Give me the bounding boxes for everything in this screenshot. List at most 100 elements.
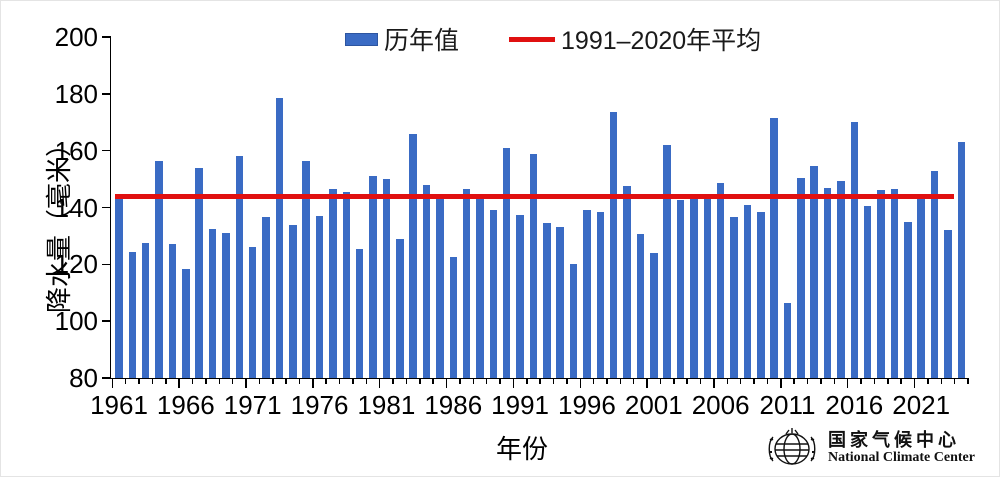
bar-2014 bbox=[823, 187, 832, 378]
y-tick-label: 100 bbox=[54, 306, 98, 337]
bar-2021 bbox=[917, 194, 925, 378]
bar-1984 bbox=[422, 184, 431, 378]
y-tick-label: 200 bbox=[54, 22, 98, 52]
legend-label-annual: 历年值 bbox=[384, 27, 460, 55]
x-minor-tick bbox=[272, 379, 274, 384]
x-tick-label: 1961 bbox=[90, 390, 148, 420]
x-tick-label: 2006 bbox=[691, 390, 750, 420]
x-minor-tick bbox=[499, 379, 501, 384]
x-minor-tick bbox=[419, 379, 421, 384]
bar-1990 bbox=[502, 147, 511, 378]
globe-icon bbox=[768, 428, 816, 465]
x-minor-tick bbox=[793, 379, 795, 384]
x-tick-label: 2021 bbox=[892, 390, 951, 420]
x-tick-label: 1991 bbox=[491, 390, 550, 420]
y-axis-title: 降水量（毫米） bbox=[44, 130, 74, 313]
bar-1963 bbox=[141, 243, 150, 378]
x-major-tick bbox=[846, 379, 849, 388]
x-minor-tick bbox=[459, 379, 461, 384]
y-tick-label: 160 bbox=[54, 135, 98, 166]
x-minor-tick bbox=[606, 379, 608, 384]
x-axis-title: 年份 bbox=[496, 434, 549, 464]
bar-1968 bbox=[208, 228, 217, 378]
logo-text: 国家气候中心 National Climate Center bbox=[828, 430, 975, 466]
x-minor-tick bbox=[726, 379, 729, 384]
bar-2012 bbox=[797, 177, 805, 378]
bar-1975 bbox=[302, 160, 310, 378]
x-minor-tick bbox=[218, 379, 221, 384]
x-minor-tick bbox=[592, 379, 595, 384]
x-tick-label: 2011 bbox=[759, 390, 816, 420]
bar-1994 bbox=[556, 227, 564, 378]
bar-2000 bbox=[636, 234, 645, 378]
x-minor-tick bbox=[833, 379, 836, 384]
x-minor-tick bbox=[165, 379, 167, 384]
x-minor-tick bbox=[231, 379, 234, 384]
bar-2018 bbox=[877, 190, 885, 378]
x-minor-tick bbox=[860, 379, 862, 384]
legend: 历年值 1991–2020年平均 bbox=[345, 25, 761, 55]
bar-1966 bbox=[182, 268, 190, 378]
bar-1978 bbox=[342, 191, 351, 378]
x-minor-tick bbox=[365, 379, 368, 384]
bar-1962 bbox=[128, 251, 137, 378]
x-minor-tick bbox=[258, 379, 261, 384]
y-tick-label: 80 bbox=[69, 363, 98, 393]
x-major-tick bbox=[245, 379, 247, 388]
x-axis-line bbox=[109, 377, 969, 379]
x-tick-label: 2016 bbox=[825, 390, 884, 420]
x-minor-tick bbox=[940, 379, 942, 384]
x-minor-tick bbox=[739, 379, 742, 384]
bar-2017 bbox=[863, 206, 872, 378]
bar-1967 bbox=[195, 167, 203, 378]
bar-2008 bbox=[743, 204, 752, 378]
x-tick-label: 1976 bbox=[290, 390, 349, 420]
x-minor-tick bbox=[325, 379, 327, 384]
x-minor-tick bbox=[887, 379, 889, 384]
bar-1983 bbox=[409, 133, 417, 378]
x-minor-tick bbox=[673, 379, 675, 384]
legend-label-average: 1991–2020年平均 bbox=[561, 27, 762, 55]
x-minor-tick bbox=[552, 379, 555, 384]
x-minor-tick bbox=[338, 379, 341, 384]
bar-2006 bbox=[716, 183, 725, 378]
bar-1964 bbox=[155, 160, 163, 378]
bar-1992 bbox=[529, 153, 538, 378]
bar-2023 bbox=[944, 230, 952, 378]
bar-1986 bbox=[449, 257, 457, 378]
bar-2010 bbox=[770, 117, 778, 378]
logo-name-cn: 国家气候中心 bbox=[828, 430, 960, 450]
x-minor-tick bbox=[298, 379, 301, 384]
bar-1985 bbox=[436, 198, 444, 378]
bar-1982 bbox=[396, 238, 404, 378]
x-major-tick bbox=[312, 379, 314, 388]
bar-1991 bbox=[516, 214, 524, 378]
bar-1973 bbox=[275, 98, 284, 378]
x-minor-tick bbox=[927, 379, 929, 384]
bar-1997 bbox=[596, 211, 605, 378]
x-minor-tick bbox=[686, 379, 688, 384]
x-minor-tick bbox=[472, 379, 475, 384]
y-tick-label: 180 bbox=[54, 78, 98, 109]
x-tick-label: 1981 bbox=[357, 390, 416, 420]
y-tick bbox=[102, 206, 111, 209]
bar-1995 bbox=[569, 264, 578, 378]
bar-1969 bbox=[222, 233, 230, 378]
x-major-tick bbox=[713, 379, 715, 388]
y-tick-label: 140 bbox=[54, 192, 98, 223]
x-minor-tick bbox=[191, 379, 194, 384]
x-minor-tick bbox=[392, 379, 394, 384]
logo-name-en: National Climate Center bbox=[828, 450, 975, 465]
x-major-tick bbox=[378, 379, 381, 388]
x-minor-tick bbox=[900, 379, 902, 384]
x-minor-tick bbox=[485, 379, 488, 384]
bar-1980 bbox=[369, 176, 377, 378]
x-major-tick bbox=[646, 379, 648, 388]
legend-bar-swatch-icon bbox=[345, 32, 378, 46]
x-major-tick bbox=[512, 379, 515, 388]
bar-2001 bbox=[650, 252, 658, 378]
x-major-tick bbox=[178, 379, 180, 388]
bar-2024 bbox=[957, 142, 966, 378]
x-minor-tick bbox=[619, 379, 622, 384]
